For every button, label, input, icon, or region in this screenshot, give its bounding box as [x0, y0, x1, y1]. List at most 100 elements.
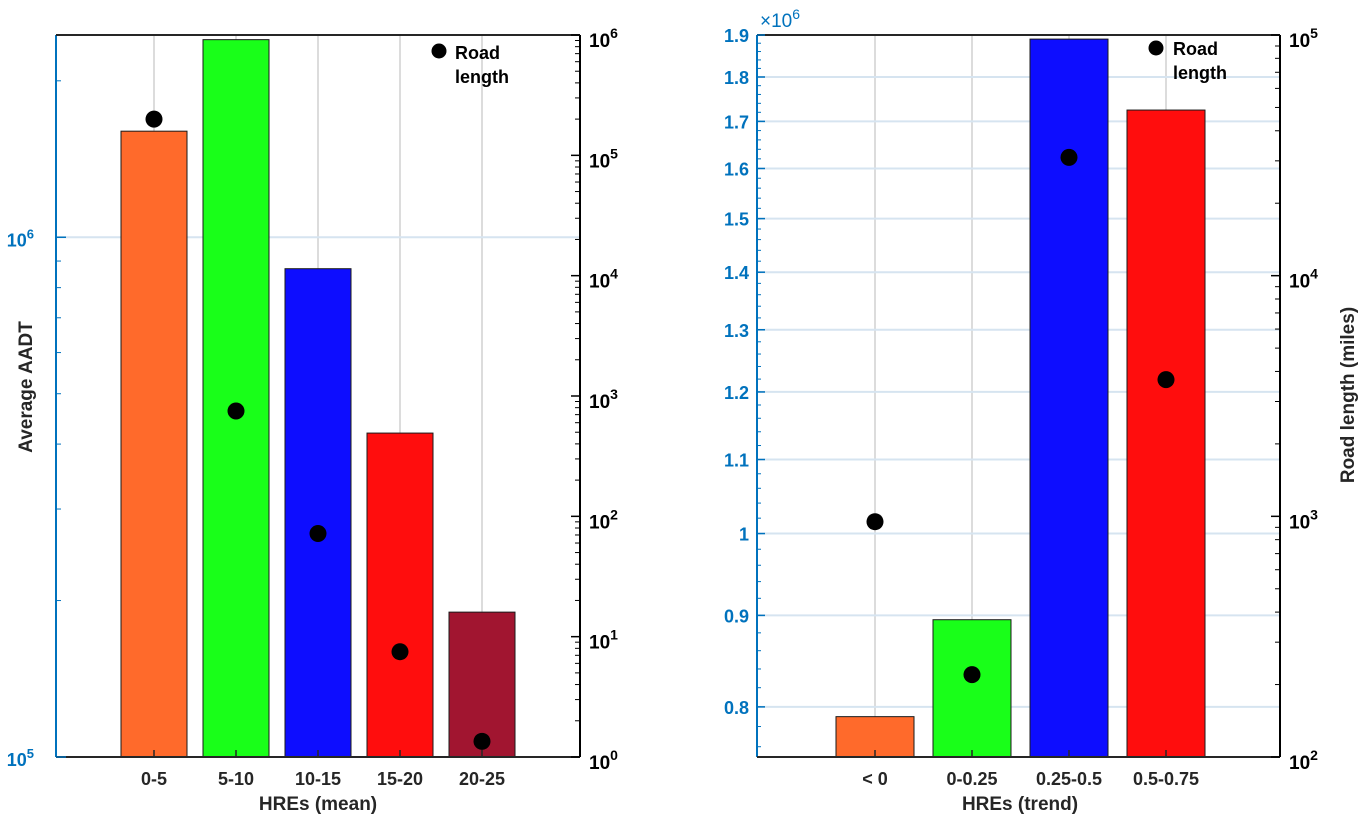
tick-base: 10: [1289, 272, 1310, 293]
road-length-point: [145, 110, 163, 128]
legend-label-line2: length: [1173, 63, 1227, 83]
road-length-point: [227, 402, 245, 420]
road-length-points: [866, 148, 1175, 684]
legend-marker: [1148, 40, 1164, 56]
right-tick-label: 102: [589, 506, 618, 533]
legend: Road length: [1148, 39, 1227, 83]
category-label: 15-20: [377, 769, 423, 789]
tick-base: 10: [589, 151, 610, 172]
left-tick-label: 106: [7, 226, 34, 250]
legend-label-line2: length: [455, 67, 509, 87]
y-axis-multiplier: ×106: [760, 6, 800, 32]
x-axis-title: HREs (mean): [259, 794, 377, 815]
tick-exponent: 5: [610, 145, 618, 161]
bars: [835, 38, 1206, 758]
tick-base: 10: [589, 392, 610, 413]
road-length-point: [1157, 371, 1175, 389]
tick-base: 10: [589, 633, 610, 654]
y-axis-title: Average AADT: [16, 321, 37, 453]
tick-base: 10: [589, 31, 610, 52]
category-label: < 0: [862, 769, 888, 789]
bars: [120, 39, 516, 758]
road-length-point: [473, 732, 491, 750]
road-length-point: [1060, 148, 1078, 166]
tick-base: 10: [1289, 512, 1310, 533]
left-tick-label: 1.7: [724, 112, 749, 132]
category-label: 0-5: [141, 769, 167, 789]
right-tick-label: 105: [589, 145, 618, 172]
right-tick-label: 104: [1289, 266, 1318, 293]
left-tick-label: 1.8: [724, 68, 749, 88]
legend-label-line1: Road: [455, 43, 500, 63]
category-labels: 0-5 5-10 10-15 15-20 20-25: [141, 769, 505, 789]
road-length-points: [145, 110, 491, 750]
tick-base: 10: [1289, 753, 1310, 774]
category-label: 0.25-0.5: [1036, 769, 1102, 789]
right-tick-label: 103: [1289, 506, 1318, 533]
bar: [1126, 109, 1206, 758]
tick-exponent: 5: [1310, 25, 1318, 41]
right-tick-label: 105: [1289, 25, 1318, 52]
left-tick-label: 1.5: [724, 210, 749, 230]
right-tick-label: 102: [1289, 747, 1318, 774]
left-tick-label: 0.9: [724, 606, 749, 626]
left-tick-label: 1.3: [724, 321, 749, 341]
bar: [366, 432, 434, 758]
category-label: 10-15: [295, 769, 341, 789]
multiplier-exponent: 6: [792, 6, 800, 22]
left-tick-label: 1: [739, 525, 749, 545]
left-tick-label: 0.8: [724, 698, 749, 718]
category-label: 0.5-0.75: [1133, 769, 1199, 789]
legend: Road length: [431, 43, 509, 87]
right-tick-label: 104: [589, 266, 618, 293]
tick-base: 10: [1289, 31, 1310, 52]
road-length-point: [309, 525, 327, 543]
tick-exponent: 1: [610, 627, 618, 643]
tick-base: 10: [589, 753, 610, 774]
tick-exponent: 3: [610, 386, 618, 402]
left-tick-label: 1.2: [724, 383, 749, 403]
category-label: 5-10: [218, 769, 254, 789]
road-length-point: [866, 513, 884, 531]
right-tick-label: 103: [589, 386, 618, 413]
bar: [1029, 38, 1109, 758]
right-tick-label: 106: [589, 25, 618, 52]
road-length-point: [963, 666, 981, 684]
category-label: 0-0.25: [946, 769, 997, 789]
tick-base: 10: [7, 230, 27, 250]
tick-base: 10: [589, 512, 610, 533]
right-tick-label: 100: [589, 747, 618, 774]
road-length-point: [391, 643, 409, 661]
left-tick-label: 105: [7, 746, 34, 770]
legend-marker: [431, 43, 447, 59]
bar: [932, 619, 1012, 758]
tick-base: 10: [589, 272, 610, 293]
right-tick-label: 101: [589, 627, 618, 654]
chart-panel-trend: 0.80.911.11.21.31.41.51.61.71.81.9 10210…: [724, 6, 1359, 815]
multiplier-base: ×10: [760, 11, 792, 32]
left-tick-label: 1.6: [724, 159, 749, 179]
axes: [756, 34, 1281, 758]
left-tick-label: 1.4: [724, 263, 749, 283]
x-axis-title: HREs (trend): [962, 794, 1078, 815]
left-tick-label: 1.1: [724, 451, 749, 471]
tick-base: 10: [7, 750, 27, 770]
category-label: 20-25: [459, 769, 505, 789]
bar: [284, 268, 352, 758]
y2-axis-title: Road length (miles): [1338, 307, 1359, 483]
legend-label-line1: Road: [1173, 39, 1218, 59]
tick-exponent: 6: [610, 25, 618, 41]
bar: [202, 39, 270, 758]
tick-exponent: 2: [1310, 747, 1318, 763]
tick-exponent: 0: [610, 747, 618, 763]
category-labels: < 0 0-0.25 0.25-0.5 0.5-0.75: [862, 769, 1199, 789]
tick-exponent: 5: [27, 746, 34, 761]
tick-exponent: 6: [27, 226, 34, 241]
tick-exponent: 3: [1310, 506, 1318, 522]
bar: [120, 130, 188, 758]
